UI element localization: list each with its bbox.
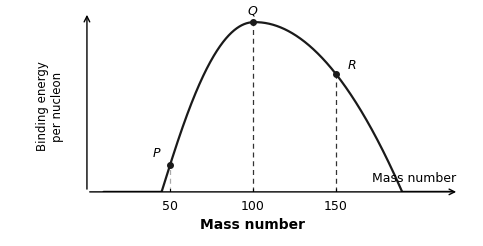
Text: R: R bbox=[347, 59, 356, 72]
Text: P: P bbox=[153, 147, 160, 160]
Text: 150: 150 bbox=[324, 200, 348, 214]
Text: Mass number: Mass number bbox=[200, 218, 305, 232]
Text: 50: 50 bbox=[162, 200, 178, 214]
Text: Mass number: Mass number bbox=[372, 172, 456, 185]
Text: 100: 100 bbox=[241, 200, 265, 214]
Text: Q: Q bbox=[248, 4, 258, 17]
Text: Binding energy
per nucleon: Binding energy per nucleon bbox=[36, 62, 64, 151]
